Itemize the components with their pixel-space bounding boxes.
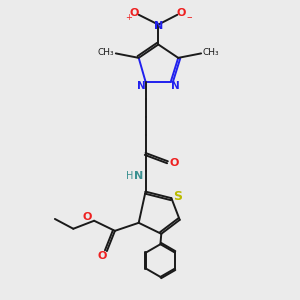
Text: O: O <box>97 251 106 261</box>
Text: CH₃: CH₃ <box>202 48 219 57</box>
Text: O: O <box>82 212 92 222</box>
Text: +: + <box>125 13 132 22</box>
Text: O: O <box>170 158 179 168</box>
Text: N: N <box>154 21 163 31</box>
Text: S: S <box>173 190 182 202</box>
Text: N: N <box>134 171 143 181</box>
Text: O: O <box>176 8 186 18</box>
Text: O: O <box>130 8 139 18</box>
Text: N: N <box>137 81 146 92</box>
Text: –: – <box>186 12 192 22</box>
Text: CH₃: CH₃ <box>98 48 114 57</box>
Text: H: H <box>126 171 134 181</box>
Text: N: N <box>171 81 179 92</box>
